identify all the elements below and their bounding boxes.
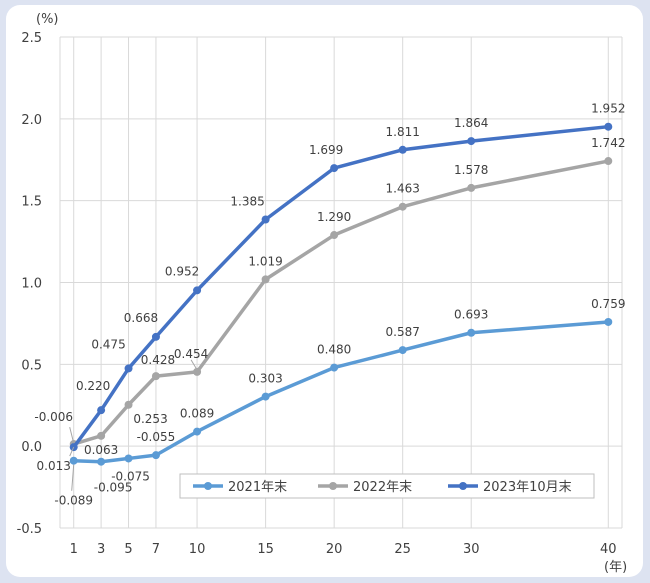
data-point [261,215,270,224]
data-label: 0.253 [133,412,167,426]
legend-label: 2022年末 [353,480,412,495]
data-label: 1.811 [386,125,420,139]
data-label: 0.952 [165,264,199,278]
leader-line [71,464,75,491]
x-tick-label: 5 [124,542,132,557]
x-tick-label: 10 [189,542,206,557]
data-point [467,137,476,146]
data-label: 1.742 [591,136,625,150]
data-point [398,202,407,211]
x-tick-label: 3 [97,542,105,557]
y-tick-label: -0.5 [17,522,42,537]
legend-swatch-marker [459,482,467,490]
x-tick-label: 40 [600,542,617,557]
data-point [467,183,476,192]
x-tick-label: 25 [394,542,411,557]
data-label: -0.006 [34,410,73,424]
data-point [193,286,202,295]
data-point [151,451,160,460]
data-point [398,346,407,355]
leader-line [190,359,198,371]
data-point [193,367,202,376]
series-lines [69,122,613,466]
legend-box [179,473,595,499]
x-tick-label: 7 [152,542,160,557]
data-label: 1.019 [248,254,282,268]
y-axis-ticks: -0.5 0.0 0.5 1.0 1.5 2.0 2.5 [17,31,42,537]
x-axis-ticks: 1 3 5 7 10 15 20 25 30 40 [70,542,617,557]
data-label: 0.454 [174,347,208,361]
legend: 2021年末 2022年末 2023年10月末 [179,473,595,499]
y-tick-label: 1.5 [21,195,42,210]
leader-line [69,427,75,444]
data-point [604,157,613,166]
data-point [193,427,202,436]
data-point [261,275,270,284]
legend-swatch-marker [329,482,337,490]
data-label: -0.075 [111,469,150,483]
x-tick-label: 15 [257,542,274,557]
data-point [124,400,133,409]
data-label: 1.385 [230,194,264,208]
series-line-1 [73,159,609,446]
y-tick-label: 1.0 [21,277,42,292]
data-label: 0.668 [124,311,158,325]
data-label: 0.428 [141,353,175,367]
data-point [69,456,78,465]
data-point [467,328,476,337]
data-label: 0.693 [454,308,488,322]
data-label: 0.013 [37,459,71,473]
data-label: 1.463 [386,182,420,196]
data-label: 0.089 [180,407,214,421]
data-label: 1.952 [591,102,625,116]
data-point [124,454,133,463]
data-point [330,363,339,372]
data-label: 0.475 [91,337,125,351]
data-point [330,164,339,173]
y-tick-label: 0.0 [21,440,42,455]
data-point [97,406,106,415]
legend-swatch-marker [204,482,212,490]
x-tick-label: 20 [326,542,343,557]
data-point [124,364,133,373]
data-point [398,145,407,154]
data-label: -0.055 [137,430,176,444]
data-point [261,392,270,401]
data-label: 1.290 [317,210,351,224]
data-label: 1.699 [309,143,343,157]
x-unit-label: (年) [604,560,627,575]
y-tick-label: 2.0 [21,113,42,128]
x-tick-label: 30 [463,542,480,557]
data-label: 0.480 [317,343,351,357]
legend-label: 2023年10月末 [483,480,572,495]
data-label: -0.095 [94,481,133,495]
data-label: 0.587 [386,325,420,339]
y-unit-label: (%) [36,12,59,27]
data-point [330,231,339,240]
series-line-0 [73,320,609,464]
data-point [151,372,160,381]
x-tick-label: 1 [70,542,78,557]
series-line-2 [72,124,609,449]
data-point [97,431,106,440]
data-label: 0.303 [248,372,282,386]
data-label: 0.220 [76,379,110,393]
data-label: 1.578 [454,163,488,177]
y-tick-label: 2.5 [21,31,42,46]
y-tick-label: 0.5 [21,358,42,373]
data-labels: -0.089-0.095-0.075 -0.055 0.089 0.303 0.480 0… [34,102,625,508]
data-point [151,332,160,341]
data-point [604,122,613,131]
data-point [97,457,106,466]
data-label: -0.089 [54,494,93,508]
leader-line [69,446,75,457]
data-label: 1.864 [454,116,488,130]
legend-label: 2021年末 [228,480,287,495]
data-label: 0.759 [591,297,625,311]
data-label: 0.063 [84,443,118,457]
gridlines [59,36,623,529]
data-point [604,317,613,326]
